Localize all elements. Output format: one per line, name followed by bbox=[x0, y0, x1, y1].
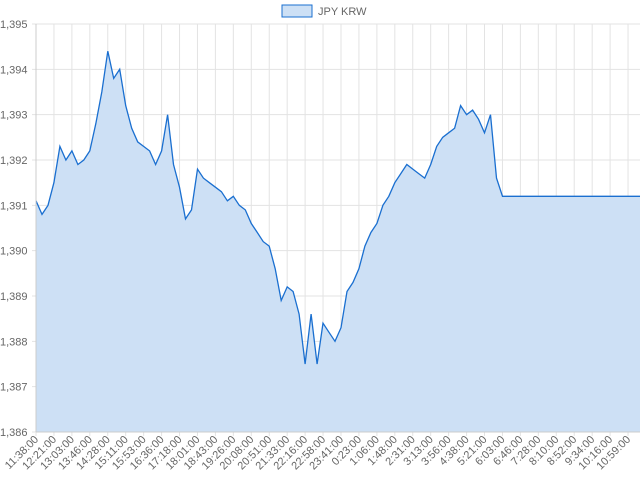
legend-label: JPY KRW bbox=[318, 6, 367, 18]
y-tick-label: 1,386 bbox=[0, 427, 28, 439]
legend-swatch bbox=[281, 4, 313, 18]
y-tick-label: 1,391 bbox=[0, 200, 28, 212]
line bbox=[35, 51, 640, 365]
y-tick-label: 1,388 bbox=[0, 336, 28, 348]
y-tick-label: 1,393 bbox=[0, 110, 28, 122]
area bbox=[36, 51, 640, 432]
y-tick-label: 1,395 bbox=[0, 19, 28, 31]
y-tick-label: 1,387 bbox=[0, 382, 28, 394]
y-tick-label: 1,389 bbox=[0, 291, 28, 303]
y-tick-label: 1,390 bbox=[0, 246, 28, 258]
y-tick-label: 1,394 bbox=[0, 64, 28, 76]
y-tick-label: 1,392 bbox=[0, 155, 28, 167]
